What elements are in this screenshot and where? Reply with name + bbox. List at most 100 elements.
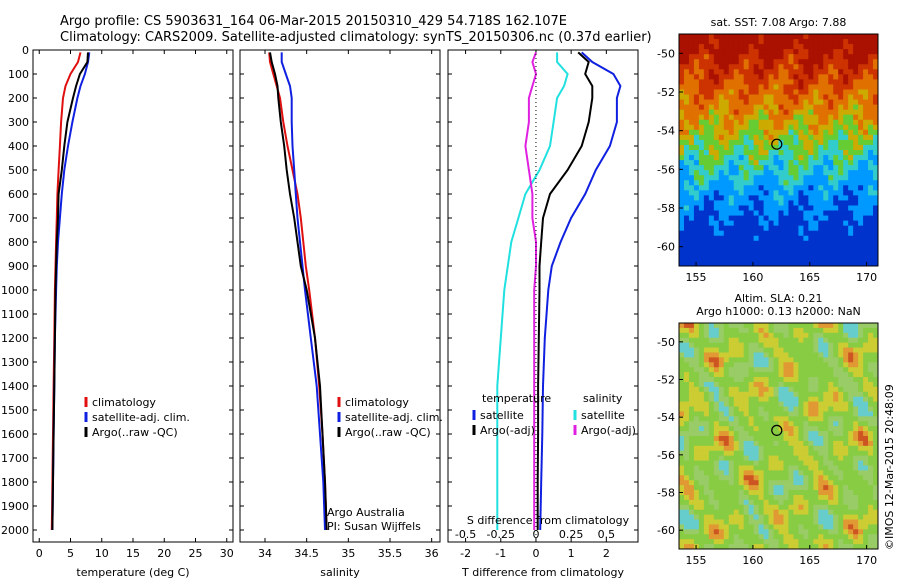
map-cell <box>828 485 834 491</box>
map-cell <box>683 150 690 156</box>
map-cell <box>773 99 779 106</box>
map-cell <box>698 450 705 457</box>
map-cell <box>813 255 819 262</box>
map-cell <box>833 544 839 550</box>
map-cell <box>768 529 774 535</box>
map-cell <box>693 109 700 116</box>
map-cell <box>713 84 720 90</box>
map-cell <box>808 139 814 146</box>
map-cell <box>848 200 854 206</box>
map-cell <box>823 544 829 550</box>
map-cell <box>679 386 685 393</box>
map-cell <box>808 524 814 530</box>
map-cell <box>783 165 789 171</box>
map-cell <box>738 39 745 45</box>
map-cell <box>708 460 715 466</box>
map-cell <box>853 175 859 181</box>
map-cell <box>853 490 859 496</box>
map-cell <box>803 485 809 491</box>
map-cell <box>873 89 879 95</box>
map-cell <box>688 215 695 222</box>
map-cell <box>798 215 804 222</box>
map-cell <box>708 416 715 422</box>
map-cell <box>713 327 720 334</box>
map-cell <box>798 460 804 466</box>
map-cell <box>733 170 740 176</box>
map-cell <box>718 124 725 131</box>
map-cell <box>743 499 750 506</box>
map-cell <box>763 377 769 383</box>
map-cell <box>818 352 824 358</box>
map-cell <box>828 54 834 60</box>
map-cell <box>698 514 705 520</box>
map-cell <box>803 401 809 407</box>
map-cell <box>848 421 854 427</box>
map-cell <box>873 210 879 216</box>
map-cell <box>743 347 750 353</box>
map-cell <box>778 34 784 40</box>
map-cell <box>833 416 839 422</box>
map-cell <box>848 69 854 75</box>
map-cell <box>788 470 794 476</box>
map-cell <box>838 205 844 211</box>
map-cell <box>813 139 819 146</box>
map-cell <box>738 255 745 262</box>
map-cell <box>768 367 774 373</box>
map-cell <box>733 215 740 222</box>
map-cell <box>718 205 725 211</box>
map-cell <box>863 210 869 216</box>
map-cell <box>813 539 819 545</box>
map-cell <box>858 519 864 525</box>
map-cell <box>768 34 774 40</box>
map-cell <box>679 134 685 141</box>
map-cell <box>773 180 779 186</box>
map-cell <box>828 124 834 131</box>
map-cell <box>688 337 695 344</box>
map-cell <box>803 455 809 461</box>
map-cell <box>833 165 839 171</box>
map-cell <box>853 245 859 252</box>
map-cell <box>803 470 809 476</box>
map-cell <box>818 255 824 262</box>
map-cell <box>858 114 864 121</box>
map-cell <box>758 215 764 222</box>
map-cell <box>768 39 774 45</box>
map-cell <box>833 323 839 329</box>
map-cell <box>783 64 789 70</box>
map-cell <box>723 235 730 242</box>
map-cell <box>703 170 710 176</box>
map-cell <box>828 411 834 417</box>
map-cell <box>828 109 834 116</box>
map-cell <box>768 450 774 457</box>
map-cell <box>778 210 784 216</box>
map-cell <box>818 114 824 121</box>
map-cell <box>803 205 809 211</box>
map-cell <box>873 84 879 90</box>
map-cell <box>703 327 710 334</box>
map-cell <box>763 225 769 232</box>
map-cell <box>708 372 715 378</box>
map-cell <box>733 250 740 257</box>
map-cell <box>793 504 799 511</box>
map-cell <box>833 139 839 146</box>
map-cell <box>848 54 854 60</box>
map-cell <box>748 391 755 398</box>
map-cell <box>683 54 690 60</box>
map-cell <box>873 165 879 171</box>
map-cell <box>848 180 854 186</box>
map-cell <box>833 255 839 262</box>
map-cell <box>728 79 735 85</box>
map-cell <box>823 134 829 141</box>
map-cell <box>763 175 769 181</box>
map-cell <box>773 342 779 348</box>
map-cell <box>773 150 779 156</box>
map-cell <box>813 39 819 45</box>
map-cell <box>753 436 760 442</box>
map-cell <box>778 255 784 262</box>
map-cell <box>773 245 779 252</box>
map-cell <box>733 255 740 262</box>
map-cell <box>768 185 774 191</box>
map-cell <box>738 524 745 530</box>
map-cell <box>748 367 755 373</box>
map-cell <box>798 445 804 452</box>
